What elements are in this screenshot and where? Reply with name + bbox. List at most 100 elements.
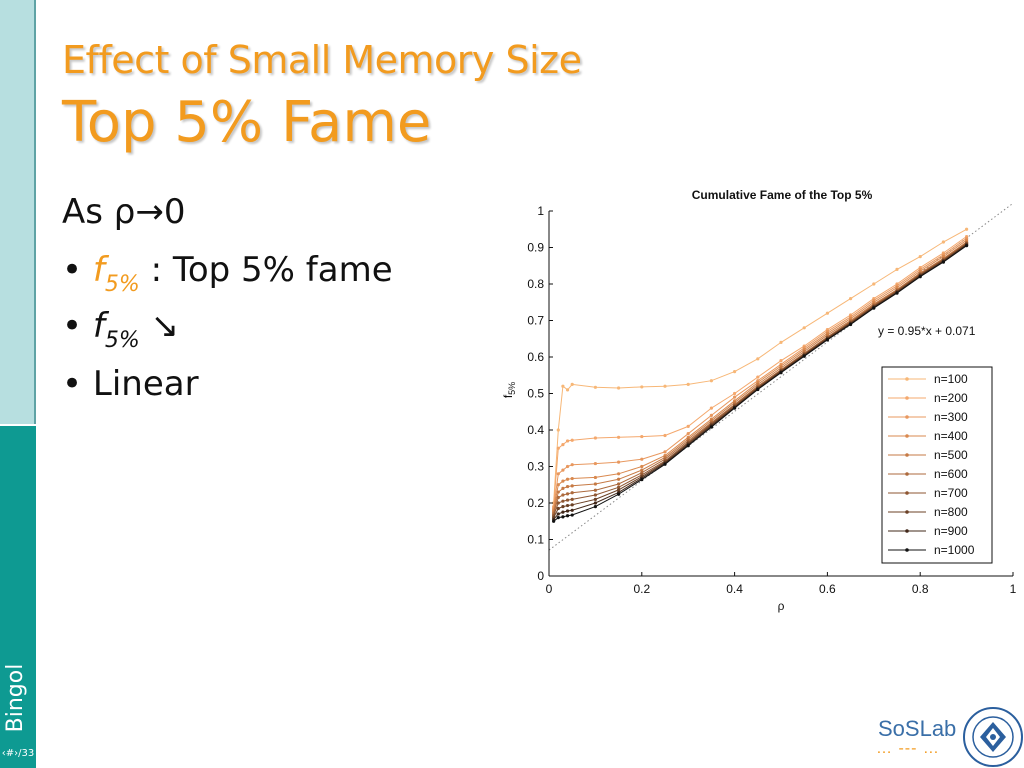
series-line — [553, 241, 967, 513]
legend-label: n=300 — [934, 410, 968, 424]
data-point — [709, 379, 713, 383]
data-point — [686, 432, 690, 436]
data-point — [565, 509, 570, 513]
legend-label: n=700 — [934, 486, 968, 500]
data-point — [556, 506, 560, 511]
data-point — [941, 260, 945, 264]
data-point — [593, 501, 597, 505]
data-point — [561, 443, 565, 447]
y-tick-label: 0.3 — [527, 460, 544, 474]
data-point — [561, 515, 565, 519]
data-point — [570, 508, 574, 512]
data-point — [617, 435, 621, 439]
x-tick-label: 0.2 — [633, 582, 650, 596]
data-point — [825, 338, 829, 342]
data-point — [779, 359, 783, 363]
data-point — [849, 322, 853, 327]
data-point — [872, 306, 876, 310]
data-point — [640, 434, 644, 439]
series-line — [553, 243, 967, 516]
bullet-3-text: Linear — [92, 364, 199, 404]
data-point — [561, 499, 565, 503]
series-line — [553, 243, 967, 518]
legend-label: n=900 — [934, 524, 968, 538]
intro-as: As ρ — [62, 192, 136, 232]
slide-subtitle: Top 5% Fame — [62, 90, 432, 155]
series-n=1000 — [552, 244, 969, 523]
data-point — [895, 267, 899, 271]
data-point — [709, 425, 713, 429]
data-point — [617, 386, 621, 390]
data-point — [561, 505, 565, 509]
series-line — [553, 239, 967, 511]
data-point — [556, 501, 560, 505]
data-point — [593, 385, 597, 389]
data-point — [556, 495, 560, 500]
data-point — [640, 478, 644, 482]
f-subscript: 5% — [104, 328, 140, 353]
x-tick-label: 0.8 — [912, 582, 929, 596]
slide-title: Effect of Small Memory Size — [62, 38, 582, 82]
y-tick-label: 0.2 — [527, 496, 544, 510]
data-point — [593, 475, 597, 480]
data-point — [686, 424, 690, 428]
bullet-dot: • — [62, 250, 83, 290]
x-tick-label: 0.4 — [726, 582, 743, 596]
chart-title: Cumulative Fame of the Top 5% — [692, 188, 873, 202]
data-point — [570, 503, 574, 507]
university-seal-logo — [963, 707, 1023, 767]
data-point — [802, 326, 806, 330]
legend-label: n=500 — [934, 448, 968, 462]
data-point — [640, 385, 644, 389]
data-point — [561, 384, 565, 388]
data-point — [593, 436, 597, 440]
y-axis-label: f5% — [501, 382, 517, 398]
data-point — [779, 371, 783, 375]
data-point — [593, 493, 597, 497]
legend-marker — [905, 396, 909, 400]
y-tick-label: 0.7 — [527, 314, 544, 328]
data-point — [561, 479, 565, 483]
data-point — [663, 384, 667, 388]
data-point — [593, 488, 597, 492]
data-point — [561, 493, 565, 497]
series-line — [553, 228, 967, 504]
data-point — [561, 468, 565, 472]
f-subscript: 5% — [104, 272, 140, 297]
data-point — [686, 444, 690, 448]
data-point — [556, 472, 560, 476]
data-point — [561, 486, 565, 490]
legend-label: n=1000 — [934, 543, 975, 557]
bullet-3: • Linear — [62, 364, 199, 404]
data-point — [570, 491, 574, 495]
f-symbol: f — [92, 250, 105, 290]
data-point — [617, 488, 621, 492]
data-point — [640, 468, 644, 472]
series-line — [553, 244, 967, 520]
data-point — [565, 477, 570, 481]
data-point — [593, 461, 597, 466]
data-point — [918, 255, 922, 259]
data-point — [733, 406, 737, 410]
bullet-1: • f5% : Top 5% fame — [62, 250, 393, 297]
data-point — [593, 497, 597, 501]
data-point — [733, 395, 737, 399]
series-line — [553, 236, 967, 507]
data-point — [570, 463, 574, 467]
fit-line — [548, 202, 1014, 551]
data-point — [556, 512, 560, 516]
data-point — [565, 514, 570, 518]
bullet-dot: • — [62, 306, 83, 346]
data-point — [565, 492, 570, 496]
legend-box — [881, 366, 993, 564]
data-point — [561, 510, 565, 514]
data-point — [733, 370, 737, 374]
data-point — [756, 387, 760, 392]
legend-label: n=200 — [934, 391, 968, 405]
data-point — [570, 513, 574, 517]
y-tick-label: 0.8 — [527, 277, 544, 291]
series-line — [553, 237, 967, 509]
data-point — [617, 477, 621, 481]
data-point — [640, 471, 644, 475]
decrease-arrow: ↘ — [150, 306, 180, 346]
